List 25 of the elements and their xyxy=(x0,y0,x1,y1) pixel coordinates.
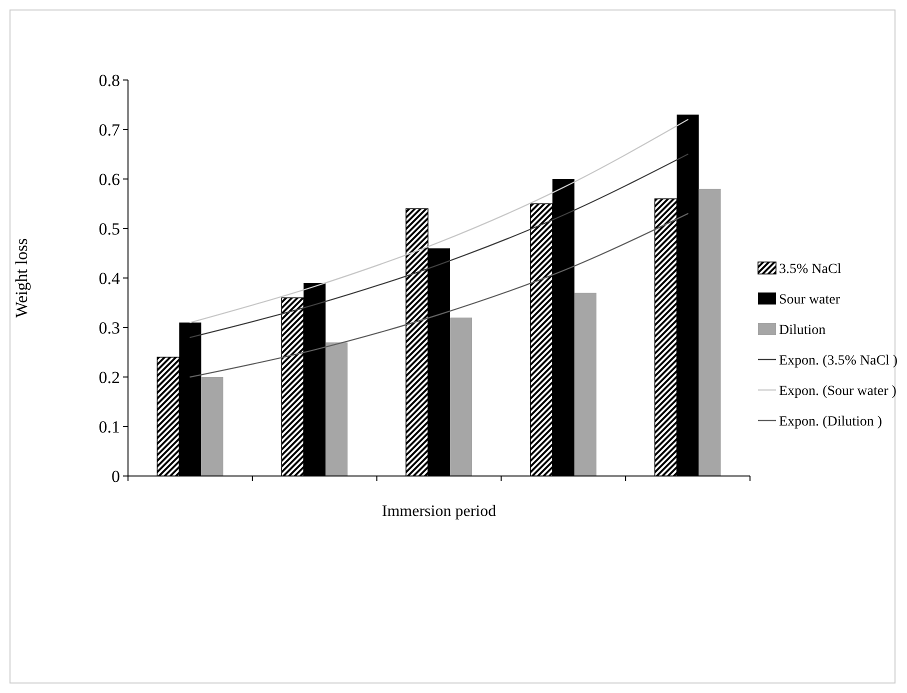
y-tick-label: 0.1 xyxy=(98,417,120,436)
legend-label: Expon. (Dilution ) xyxy=(779,414,882,430)
y-tick-label: 0.7 xyxy=(98,120,120,140)
y-tick-label: 0.3 xyxy=(98,318,120,338)
y-tick-label: 0.2 xyxy=(98,368,120,387)
y-tick-label: 0.6 xyxy=(98,170,120,189)
bar xyxy=(201,377,224,476)
y-tick-label: 0.8 xyxy=(98,70,120,90)
legend-label: Sour water xyxy=(779,292,840,308)
legend-label: 3.5% NaCl xyxy=(779,262,842,277)
legend-label: Expon. (3.5% NaCl ) xyxy=(779,353,898,368)
bar xyxy=(326,342,348,476)
y-tick-label: 0.4 xyxy=(98,268,120,288)
legend-label: Expon. (Sour water ) xyxy=(779,384,897,399)
legend-label: Dilution xyxy=(779,322,826,338)
y-tick-label: 0.5 xyxy=(98,219,120,238)
line-series xyxy=(190,119,688,324)
bar xyxy=(450,318,472,476)
bar xyxy=(574,292,596,476)
bar xyxy=(698,188,721,476)
y-tick-label: 0 xyxy=(112,466,120,486)
y-axis-title: Weight loss xyxy=(12,238,31,318)
line-series xyxy=(190,154,688,338)
line-series xyxy=(190,213,688,378)
x-axis-title: Immersion period xyxy=(382,503,496,520)
